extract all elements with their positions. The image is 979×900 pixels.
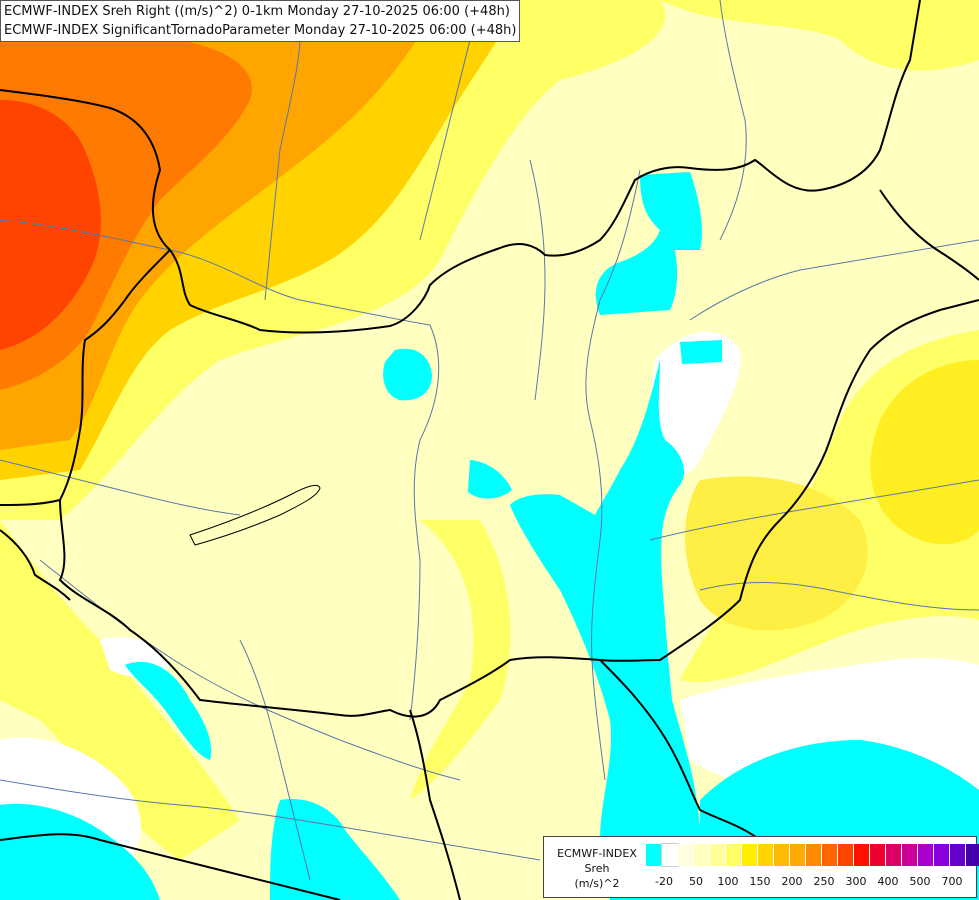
- legend-color-box: [646, 844, 662, 866]
- legend-color-box: [918, 844, 934, 866]
- rivers: [0, 0, 979, 881]
- legend-color-scale: [646, 843, 979, 867]
- legend-color-box: [870, 844, 886, 866]
- legend-tick-label: 400: [877, 875, 899, 888]
- field-yellow-northeast: [660, 0, 979, 71]
- legend-color-box: [678, 844, 694, 866]
- field-yellow-west: [0, 520, 240, 860]
- field-cyan-blob-west: [383, 348, 432, 401]
- legend-color-box: [742, 844, 758, 866]
- legend-color-box: [710, 844, 726, 866]
- color-legend: ECMWF-INDEX Sreh (m/s)^2 -20 50 100 150 200 2…: [543, 836, 979, 898]
- border-east: [879, 189, 979, 281]
- legend-color-box: [822, 844, 838, 866]
- border-serbia-west: [409, 709, 461, 900]
- field-yellow-central: [410, 520, 511, 800]
- river-east-2: [649, 479, 979, 541]
- river-sw-1: [239, 639, 311, 881]
- legend-title-line-1: ECMWF-INDEX: [557, 847, 637, 860]
- field-cyan-east-strip: [680, 340, 722, 364]
- legend-color-box: [790, 844, 806, 866]
- river-tisza: [585, 169, 641, 781]
- legend-tick-label: 150: [749, 875, 771, 888]
- legend-tick-label: 300: [845, 875, 867, 888]
- field-cyan-west-finger: [125, 661, 212, 760]
- river-danube: [0, 219, 440, 721]
- legend-title: ECMWF-INDEX Sreh (m/s)^2: [548, 846, 646, 891]
- legend-title-line-2: Sreh: [584, 862, 610, 875]
- legend-color-box: [902, 844, 918, 866]
- lake-balaton: [189, 484, 321, 546]
- border-croatia: [0, 833, 341, 900]
- legend-color-box: [886, 844, 902, 866]
- map-title-box: ECMWF-INDEX Sreh Right ((m/s)^2) 0-1km M…: [0, 0, 520, 42]
- field-cyan-southwest-a: [0, 803, 160, 900]
- legend-tick-label: 100: [717, 875, 739, 888]
- river-north-3: [719, 0, 747, 241]
- legend-color-box: [806, 844, 822, 866]
- border-north: [0, 0, 921, 334]
- field-red-northwest: [0, 100, 101, 350]
- legend-tick-label: -20: [655, 875, 673, 888]
- river-north-1: [264, 0, 302, 301]
- river-sava: [0, 779, 541, 861]
- legend-color-box: [950, 844, 966, 866]
- legend-tick-label: 250: [813, 875, 835, 888]
- field-white-center: [651, 331, 741, 475]
- border-serbia-east: [599, 659, 761, 841]
- legend-color-box: [694, 844, 710, 866]
- field-cyan-blob-mid: [468, 460, 512, 499]
- legend-tick-label: 200: [781, 875, 803, 888]
- legend-color-box: [661, 843, 679, 867]
- legend-tick-label: 500: [909, 875, 931, 888]
- map-title-line-2: ECMWF-INDEX SignificantTornadoParameter …: [4, 23, 517, 38]
- legend-title-line-3: (m/s)^2: [574, 877, 620, 890]
- river-center-1: [529, 159, 546, 401]
- legend-color-box: [934, 844, 950, 866]
- legend-tick-label: 50: [689, 875, 703, 888]
- field-cyan-main: [510, 360, 703, 900]
- legend-color-box: [838, 844, 854, 866]
- legend-color-box: [774, 844, 790, 866]
- legend-color-box: [726, 844, 742, 866]
- border-southwest: [0, 529, 71, 601]
- field-cyan-southwest-b: [270, 799, 400, 900]
- field-gold-southeast: [685, 476, 868, 631]
- river-east-1: [689, 239, 979, 321]
- legend-tick-label: 700: [941, 875, 963, 888]
- legend-color-box: [854, 844, 870, 866]
- field-cyan-north: [595, 172, 702, 315]
- legend-color-box: [758, 844, 774, 866]
- river-east-3: [699, 582, 979, 611]
- map-title-line-1: ECMWF-INDEX Sreh Right ((m/s)^2) 0-1km M…: [4, 4, 510, 19]
- legend-color-box: [966, 844, 979, 866]
- river-west-1: [0, 459, 241, 516]
- field-gold-east: [870, 360, 979, 545]
- border-south-hungary: [58, 299, 979, 718]
